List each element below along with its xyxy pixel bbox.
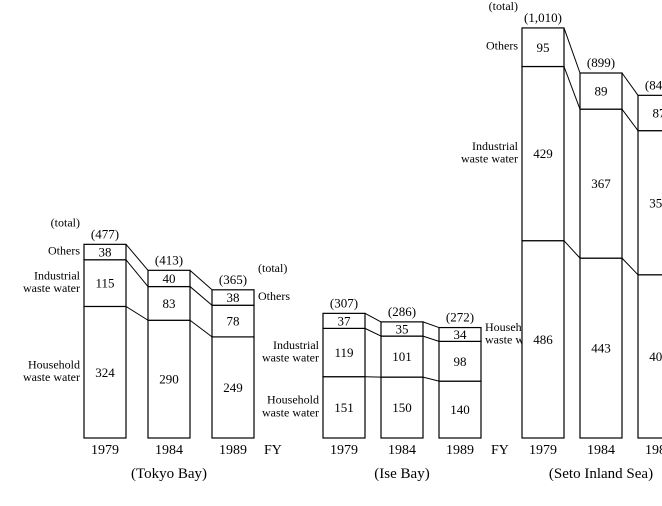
group-name: (Tokyo Bay) — [131, 466, 207, 482]
bar-total: (307) — [330, 295, 358, 310]
connector-line — [622, 73, 638, 95]
segment-value: 249 — [223, 380, 243, 395]
segment-value: 324 — [95, 365, 115, 380]
segment-value: 429 — [533, 146, 553, 161]
side-label: Householdwaste water — [262, 393, 319, 420]
segment-value: 486 — [533, 332, 553, 347]
year-label: 1989 — [446, 443, 474, 458]
segment-value: 150 — [392, 400, 412, 415]
connector-line — [365, 313, 381, 322]
connector-line — [190, 320, 212, 337]
fy-label: FY — [491, 443, 509, 458]
fy-label: FY — [264, 443, 282, 458]
bar-total: (477) — [91, 226, 119, 241]
segment-value: 40 — [163, 271, 176, 286]
segment-value: 101 — [392, 349, 412, 364]
segment-value: 87 — [653, 106, 662, 121]
side-label: (total) — [489, 0, 518, 13]
group-name: (Seto Inland Sea) — [549, 466, 653, 482]
year-label: 1979 — [330, 443, 358, 458]
connector-line — [423, 336, 439, 341]
segment-value: 35 — [396, 322, 409, 337]
year-label: 1979 — [529, 443, 557, 458]
side-label: Others — [48, 243, 80, 257]
group-name: (Ise Bay) — [374, 466, 429, 482]
bar-total: (1,010) — [524, 10, 562, 25]
segment-value: 151 — [334, 400, 354, 415]
segment-value: 140 — [450, 402, 470, 417]
year-label: 1984 — [587, 443, 615, 458]
side-label: (total) — [51, 215, 80, 229]
connector-line — [126, 306, 148, 320]
segment-value: 37 — [338, 313, 352, 328]
year-label: 1984 — [155, 443, 183, 458]
segment-value: 38 — [99, 245, 112, 260]
side-label: Industrialwaste water — [262, 338, 320, 365]
segment-value: 290 — [159, 372, 179, 387]
bar-total: (844) — [645, 77, 662, 92]
segment-value: 367 — [591, 176, 611, 191]
connector-line — [126, 260, 148, 287]
bar-total: (899) — [587, 55, 615, 70]
side-label: Others — [258, 289, 290, 303]
stacked-bar-chart: 324 115 38 (477) 1979 290 83 40 (413) 1984 249 78 38… — [0, 0, 662, 506]
segment-value: 119 — [334, 345, 353, 360]
year-label: 1989 — [645, 443, 662, 458]
bar-total: (365) — [219, 272, 247, 287]
year-label: 1979 — [91, 443, 119, 458]
segment-value: 83 — [163, 296, 176, 311]
side-label: Others — [486, 39, 518, 53]
connector-line — [423, 377, 439, 381]
connector-line — [564, 67, 580, 110]
connector-line — [622, 109, 638, 131]
connector-line — [564, 241, 580, 258]
connector-line — [365, 328, 381, 336]
segment-value: 98 — [454, 354, 467, 369]
bar-total: (272) — [446, 310, 474, 325]
segment-value: 34 — [454, 327, 468, 342]
segment-value: 89 — [595, 84, 608, 99]
segment-value: 355 — [649, 195, 662, 210]
side-label: (total) — [258, 261, 287, 275]
side-label: Householdwaste water — [23, 358, 80, 385]
segment-value: 402 — [649, 349, 662, 364]
connector-line — [190, 287, 212, 306]
connector-line — [622, 258, 638, 275]
connector-line — [126, 244, 148, 270]
segment-value: 38 — [227, 290, 240, 305]
year-label: 1984 — [388, 443, 416, 458]
bar-total: (413) — [155, 252, 183, 267]
side-label: Industrialwaste water — [461, 139, 519, 166]
connector-line — [423, 322, 439, 328]
segment-value: 115 — [95, 276, 114, 291]
bar-total: (286) — [388, 304, 416, 319]
segment-value: 78 — [227, 314, 240, 329]
segment-value: 443 — [591, 341, 611, 356]
connector-line — [564, 28, 580, 73]
year-label: 1989 — [219, 443, 247, 458]
connector-line — [190, 270, 212, 289]
segment-value: 95 — [537, 40, 550, 55]
side-label: Industrialwaste water — [23, 269, 81, 296]
